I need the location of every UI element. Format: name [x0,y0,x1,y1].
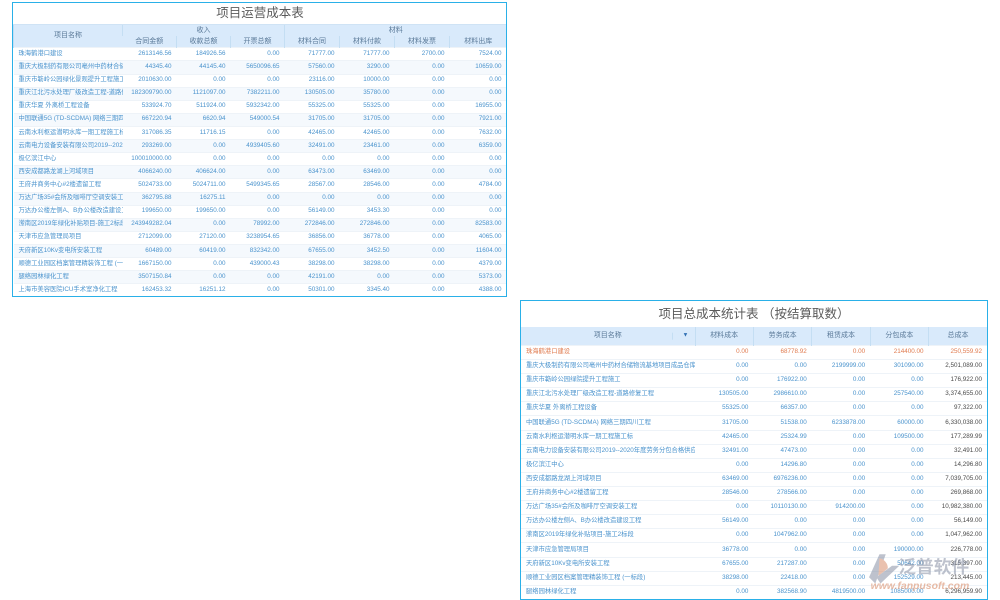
svg-text:泛普软件: 泛普软件 [898,557,969,577]
svg-text:www.fanpusoft.com: www.fanpusoft.com [871,581,970,592]
